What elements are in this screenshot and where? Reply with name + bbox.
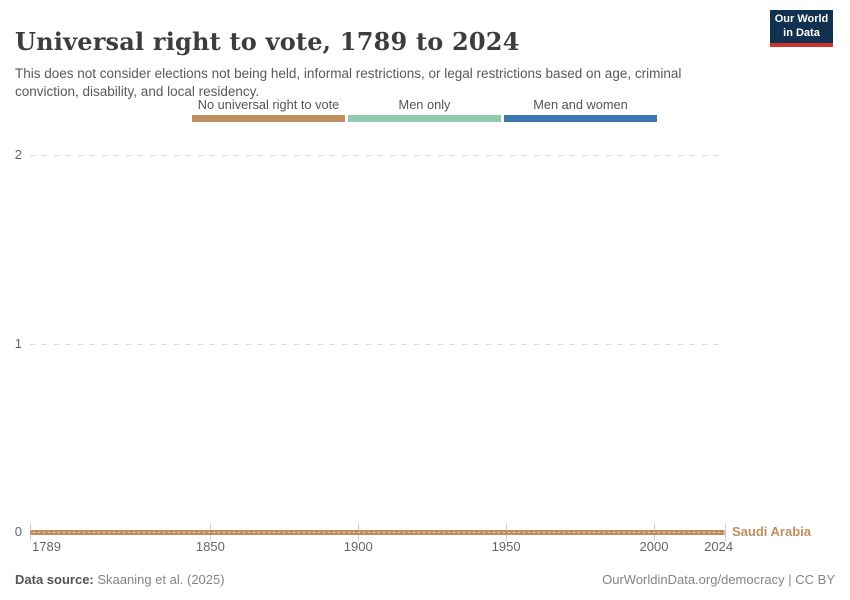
owid-logo-line2: in Data xyxy=(783,26,820,39)
y-gridline xyxy=(30,343,725,345)
y-gridline xyxy=(30,155,725,156)
footer-link[interactable]: OurWorldinData.org/democracy | CC BY xyxy=(602,572,835,587)
value-legend: No universal right to vote Men only Men an… xyxy=(192,97,657,122)
legend-bin-men-and-women[interactable]: Men and women xyxy=(504,97,657,122)
legend-bin-swatch xyxy=(504,115,657,122)
legend-bin-swatch xyxy=(192,115,345,122)
x-axis-tick-label: 2024 xyxy=(704,539,734,554)
legend-bin-no-universal-right-to-vote[interactable]: No universal right to vote xyxy=(192,97,345,122)
data-source-value: Skaaning et al. (2025) xyxy=(97,572,225,587)
chart-subtitle: This does not consider elections not bei… xyxy=(15,65,682,100)
x-axis-tick-label: 1900 xyxy=(343,539,373,554)
legend-bin-swatch xyxy=(348,115,501,122)
legend-bin-label: No universal right to vote xyxy=(197,97,340,112)
owid-logo[interactable]: Our World in Data xyxy=(770,10,833,47)
x-axis-tick-label: 1950 xyxy=(491,539,521,554)
data-source-note: Data source: Skaaning et al. (2025) xyxy=(15,572,225,587)
y-axis-tick-label: 0 xyxy=(14,524,22,539)
chart-title: Universal right to vote, 1789 to 2024 xyxy=(15,27,520,57)
data-source-label: Data source: xyxy=(15,572,94,587)
x-axis-tick-label: 1850 xyxy=(195,539,225,554)
legend-bin-label: Men only xyxy=(398,97,451,112)
x-axis-tick-mark xyxy=(725,523,726,541)
series-line-saudi-arabia[interactable] xyxy=(30,529,725,535)
y-axis-tick-label: 1 xyxy=(14,335,22,351)
x-axis-tick-label: 1789 xyxy=(32,539,61,554)
x-axis-tick-label: 2000 xyxy=(639,539,669,554)
owid-logo-line1: Our World xyxy=(774,12,829,25)
y-axis-tick-label: 2 xyxy=(14,147,22,162)
legend-bin-men-only[interactable]: Men only xyxy=(348,97,501,122)
series-entity-label[interactable]: Saudi Arabia xyxy=(732,524,811,539)
legend-bin-label: Men and women xyxy=(533,97,628,112)
